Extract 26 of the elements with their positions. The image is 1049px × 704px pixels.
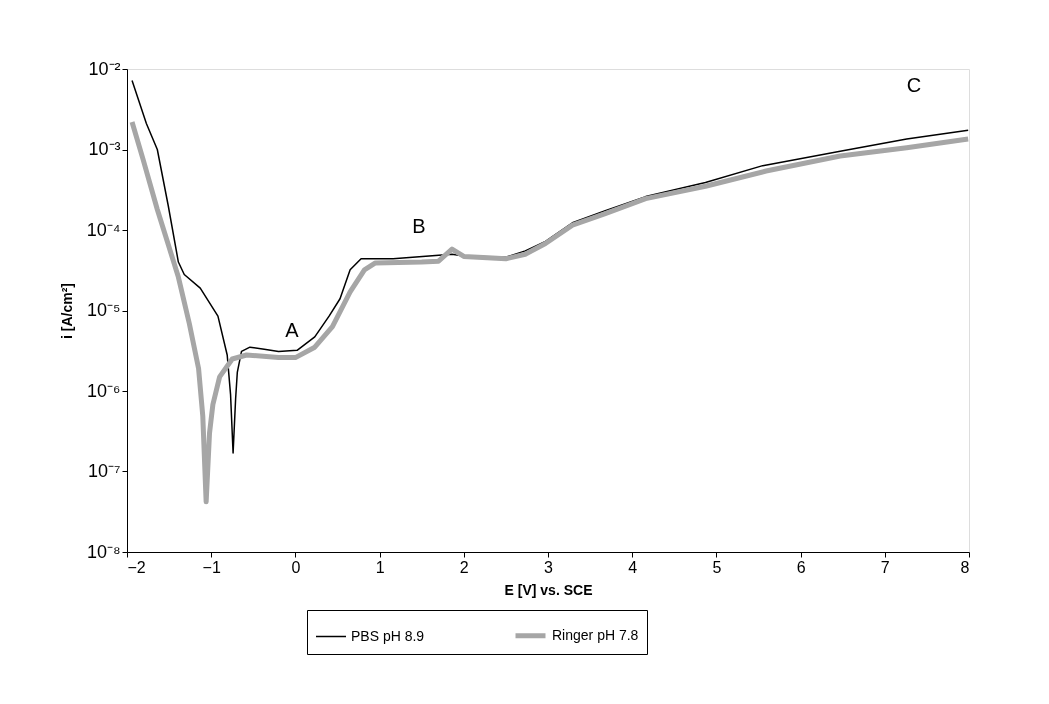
y-axis-title: i [A/cm²] — [58, 283, 75, 339]
x-tick-label: 8 — [960, 558, 970, 576]
y-tick-label: 10⁻⁵ — [87, 300, 121, 320]
x-tick-label: 5 — [712, 558, 722, 576]
x-tick-label: −2 — [127, 558, 146, 576]
x-tick-label: 6 — [796, 558, 806, 576]
y-tick-label: 10⁻⁷ — [87, 461, 121, 481]
x-tick-label: 7 — [880, 558, 890, 576]
annotation: C — [906, 74, 922, 96]
y-tick-label: 10⁻⁴ — [86, 219, 121, 240]
annotation: A — [285, 319, 300, 341]
x-tick-label: 2 — [459, 558, 469, 576]
y-tick-label: 10⁻⁸ — [86, 541, 121, 562]
y-tick-label: 10⁻² — [88, 58, 121, 79]
legend-label: PBS pH 8.9 — [351, 627, 425, 644]
annotation: B — [412, 215, 426, 237]
x-tick-label: 0 — [291, 558, 301, 576]
line-series — [131, 79, 969, 454]
x-tick-label: 3 — [544, 558, 554, 576]
legend-label: Ringer pH 7.8 — [552, 626, 639, 643]
x-tick-label: −1 — [202, 558, 221, 576]
x-axis-title: E [V] vs. SCE — [504, 581, 593, 598]
x-tick-label: 1 — [375, 558, 385, 576]
y-tick-label: 10⁻³ — [88, 139, 121, 159]
y-tick-label: 10⁻⁶ — [87, 380, 121, 401]
x-tick-label: 4 — [628, 558, 638, 576]
